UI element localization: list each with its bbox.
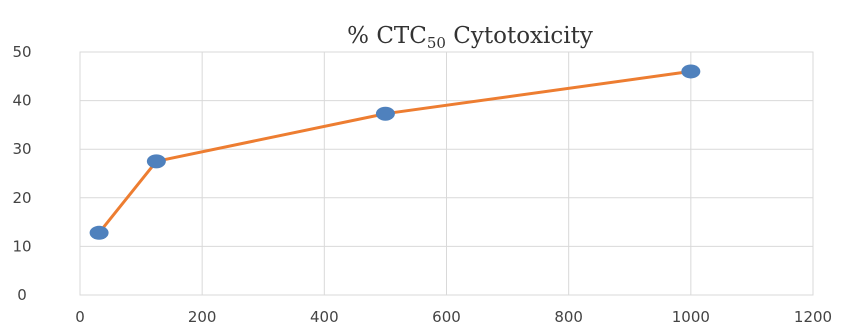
y-tick-label: 30 — [12, 140, 31, 158]
chart-title-suffix: Cytotoxicity — [446, 23, 593, 49]
y-tick-label: 20 — [12, 189, 31, 207]
data-point — [89, 225, 109, 240]
data-point — [146, 154, 166, 169]
chart-title: % CTC50 Cytotoxicity — [347, 23, 593, 52]
x-tick-label: 1000 — [672, 308, 710, 326]
x-tick-label: 0 — [75, 308, 85, 326]
chart-title-prefix: % CTC — [347, 23, 427, 49]
y-tick-label: 10 — [12, 237, 31, 255]
chart-title-subscript: 50 — [427, 34, 446, 52]
y-axis-tick-labels: 0 10 20 30 40 50 — [12, 43, 31, 304]
y-tick-label: 0 — [17, 286, 27, 304]
x-tick-label: 800 — [554, 308, 583, 326]
grid-lines — [79, 51, 814, 296]
x-tick-label: 600 — [432, 308, 461, 326]
series-line — [97, 69, 692, 234]
series-layer — [89, 64, 701, 240]
x-axis-tick-labels: 0 200 400 600 800 1000 1200 — [75, 308, 832, 326]
plot-area-border — [79, 51, 814, 296]
data-point — [681, 64, 701, 79]
x-tick-label: 1200 — [794, 308, 832, 326]
x-tick-label: 400 — [310, 308, 339, 326]
y-tick-label: 40 — [12, 92, 31, 110]
x-tick-label: 200 — [188, 308, 217, 326]
data-point — [375, 106, 395, 121]
y-tick-label: 50 — [12, 43, 31, 61]
